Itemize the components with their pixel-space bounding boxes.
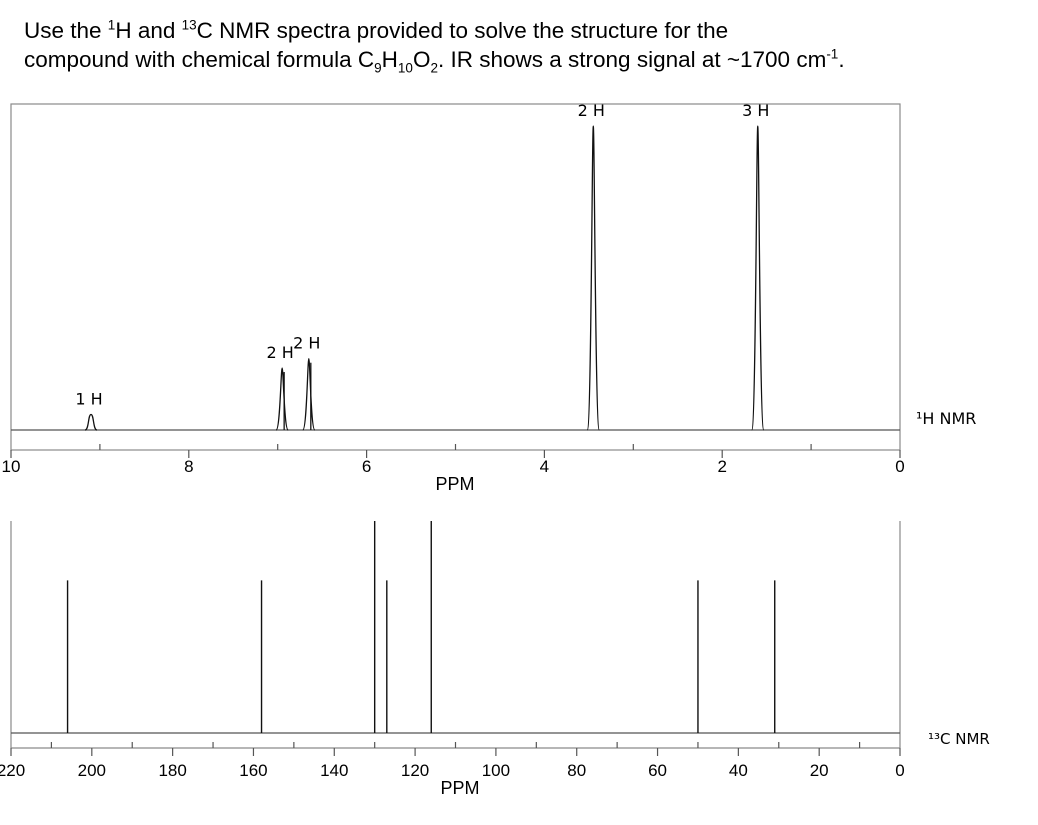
peak <box>275 367 289 431</box>
peak <box>302 358 316 431</box>
spectrum-type-label: ¹³C NMR <box>928 730 990 748</box>
integration-label: 2 H <box>266 343 293 362</box>
question-text: Use the 1H and 13C NMR spectra provided … <box>24 16 1014 76</box>
question-line1: Use the 1H and 13C NMR spectra provided … <box>24 17 729 43</box>
peak <box>751 125 765 431</box>
x-tick-label: 40 <box>729 761 748 780</box>
x-tick-label: 200 <box>78 761 106 780</box>
x-tick-label: 220 <box>0 761 25 780</box>
question-line2: compound with chemical formula C9H10O2. … <box>24 46 845 76</box>
x-tick-label: 160 <box>239 761 267 780</box>
integration-label: 2 H <box>293 334 320 353</box>
x-tick-label: 8 <box>184 457 193 476</box>
x-tick-label: 60 <box>648 761 667 780</box>
integration-label: 2 H <box>578 101 605 120</box>
x-tick-label: 120 <box>401 761 429 780</box>
x-tick-label: 6 <box>362 457 371 476</box>
x-tick-label: 10 <box>2 457 21 476</box>
x-tick-label: 0 <box>895 761 904 780</box>
x-tick-label: 80 <box>567 761 586 780</box>
integration-label: 1 H <box>75 390 102 409</box>
x-tick-label: 180 <box>158 761 186 780</box>
x-tick-label: 140 <box>320 761 348 780</box>
x-axis-label: PPM <box>440 778 479 798</box>
x-axis-label: PPM <box>435 474 474 494</box>
integration-label: 3 H <box>742 101 769 120</box>
peak <box>84 413 98 431</box>
spectrum-type-label: ¹H NMR <box>916 409 976 428</box>
x-tick-label: 20 <box>810 761 829 780</box>
x-tick-label: 2 <box>717 457 726 476</box>
x-tick-label: 0 <box>895 457 904 476</box>
peak <box>586 125 600 431</box>
x-tick-label: 100 <box>482 761 510 780</box>
plot-frame <box>10 103 901 451</box>
x-tick-label: 4 <box>540 457 549 476</box>
